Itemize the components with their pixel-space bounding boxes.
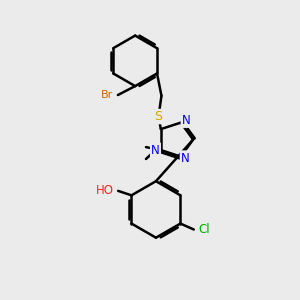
Text: HO: HO <box>96 184 114 197</box>
Text: N: N <box>151 144 160 157</box>
Text: N: N <box>182 114 190 127</box>
Text: N: N <box>181 152 190 164</box>
Text: Br: Br <box>100 90 113 100</box>
Text: Cl: Cl <box>198 223 210 236</box>
Text: S: S <box>154 110 163 123</box>
